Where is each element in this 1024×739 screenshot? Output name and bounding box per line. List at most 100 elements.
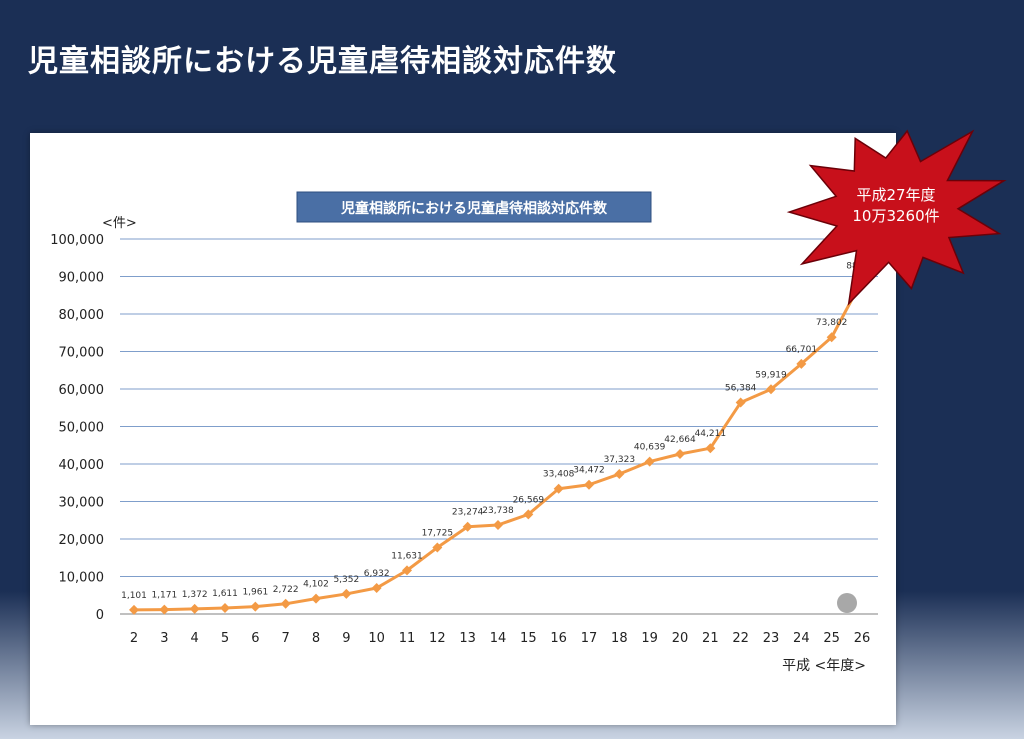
data-label: 1,611 xyxy=(212,589,238,599)
data-point xyxy=(250,601,261,612)
data-point xyxy=(280,598,291,609)
y-tick-label: 30,000 xyxy=(59,496,105,511)
x-tick-label: 24 xyxy=(793,631,810,646)
data-label: 17,725 xyxy=(422,529,454,539)
data-point xyxy=(432,542,443,553)
x-tick-label: 9 xyxy=(342,631,350,646)
data-label: 40,639 xyxy=(634,443,666,453)
data-label: 23,274 xyxy=(452,508,484,518)
data-label: 2,722 xyxy=(273,585,299,595)
data-point xyxy=(129,604,139,615)
y-tick-label: 80,000 xyxy=(59,308,105,323)
data-label: 26,569 xyxy=(513,495,545,505)
data-label: 73,802 xyxy=(816,318,848,328)
x-tick-label: 3 xyxy=(160,631,168,646)
data-label: 5,352 xyxy=(333,575,359,585)
data-point xyxy=(371,583,382,594)
x-tick-label: 11 xyxy=(399,631,416,646)
data-point xyxy=(614,469,625,480)
grid-layer xyxy=(120,238,878,615)
y-tick-label: 10,000 xyxy=(59,571,105,586)
y-tick-labels: 0 10,000 20,000 30,000 40,000 50,000 60,000 70,… xyxy=(50,233,104,623)
data-point xyxy=(735,397,746,408)
data-point xyxy=(705,443,716,454)
x-tick-label: 17 xyxy=(581,631,598,646)
data-labels: 1,101 1,171 1,372 1,611 1,961 2,722 4,102 5,352… xyxy=(121,262,878,601)
data-label: 42,664 xyxy=(664,435,696,445)
y-tick-label: 50,000 xyxy=(59,421,105,436)
x-tick-label: 2 xyxy=(130,631,138,646)
data-point xyxy=(766,384,776,395)
data-label: 1,171 xyxy=(151,591,177,601)
x-tick-label: 21 xyxy=(702,631,719,646)
data-label: 59,919 xyxy=(755,370,787,380)
pointer-dot xyxy=(837,593,857,613)
x-tick-label: 13 xyxy=(459,631,476,646)
data-label: 44,211 xyxy=(695,429,727,439)
data-point xyxy=(341,588,352,599)
x-tick-label: 8 xyxy=(312,631,320,646)
x-tick-label: 6 xyxy=(251,631,259,646)
data-label: 23,738 xyxy=(482,506,514,516)
data-label: 1,101 xyxy=(121,591,147,601)
starburst-shape xyxy=(786,129,1007,306)
y-tick-label: 40,000 xyxy=(59,458,105,473)
x-tick-label: 19 xyxy=(641,631,658,646)
x-axis-label: 平成 <年度> xyxy=(782,658,866,674)
callout-line2: 10万3260件 xyxy=(852,207,939,225)
x-tick-label: 4 xyxy=(191,631,199,646)
x-tick-label: 22 xyxy=(732,631,749,646)
data-point xyxy=(311,593,321,604)
data-point xyxy=(493,519,503,530)
y-tick-label: 20,000 xyxy=(59,533,105,548)
data-label: 11,631 xyxy=(391,551,423,561)
x-tick-label: 16 xyxy=(550,631,567,646)
data-point xyxy=(159,604,170,615)
data-label: 1,372 xyxy=(182,590,208,600)
data-label: 37,323 xyxy=(604,455,636,465)
x-tick-label: 7 xyxy=(282,631,290,646)
y-tick-label: 90,000 xyxy=(59,271,105,286)
starburst-callout: 平成27年度 10万3260件 xyxy=(786,129,1007,306)
slide-title: 児童相談所における児童虐待相談対応件数 xyxy=(28,44,617,79)
chart-title-box xyxy=(296,191,652,223)
data-point xyxy=(584,479,594,490)
data-label: 56,384 xyxy=(725,384,757,394)
x-tick-labels: 2 3 4 5 6 7 8 9 10 11 12 13 14 15 16 17 18 19 20 21 22 23 24 25… xyxy=(130,631,870,646)
x-tick-label: 10 xyxy=(368,631,385,646)
x-tick-label: 12 xyxy=(429,631,446,646)
series-line xyxy=(133,279,864,612)
callout-line1: 平成27年度 xyxy=(856,186,935,204)
data-point xyxy=(675,449,685,460)
data-point xyxy=(220,602,230,613)
x-tick-label: 5 xyxy=(221,631,229,646)
data-point xyxy=(644,456,655,467)
data-label: 4,102 xyxy=(303,580,329,590)
y-tick-label: 0 xyxy=(96,608,104,623)
data-point xyxy=(826,332,837,343)
data-points xyxy=(129,275,867,615)
data-point xyxy=(523,509,534,520)
x-tick-label: 18 xyxy=(611,631,628,646)
x-tick-label: 23 xyxy=(763,631,780,646)
x-tick-label: 26 xyxy=(854,631,871,646)
data-point xyxy=(553,483,564,494)
data-point xyxy=(462,521,473,532)
data-label: 66,701 xyxy=(786,345,818,355)
series-line-layer xyxy=(133,279,864,612)
x-tick-label: 25 xyxy=(823,631,840,646)
chart-title: 児童相談所における児童虐待相談対応件数 xyxy=(340,200,608,217)
x-tick-label: 20 xyxy=(672,631,689,646)
data-point xyxy=(796,358,807,369)
data-label: 1,961 xyxy=(242,588,268,598)
data-point xyxy=(189,603,200,614)
y-tick-label: 70,000 xyxy=(59,346,105,361)
data-label: 6,932 xyxy=(364,569,390,579)
data-point xyxy=(402,565,412,576)
y-tick-label: 60,000 xyxy=(59,383,105,398)
x-tick-label: 15 xyxy=(520,631,537,646)
chart-panel xyxy=(30,133,896,725)
data-label: 33,408 xyxy=(543,470,575,480)
data-label: 34,472 xyxy=(573,466,605,476)
